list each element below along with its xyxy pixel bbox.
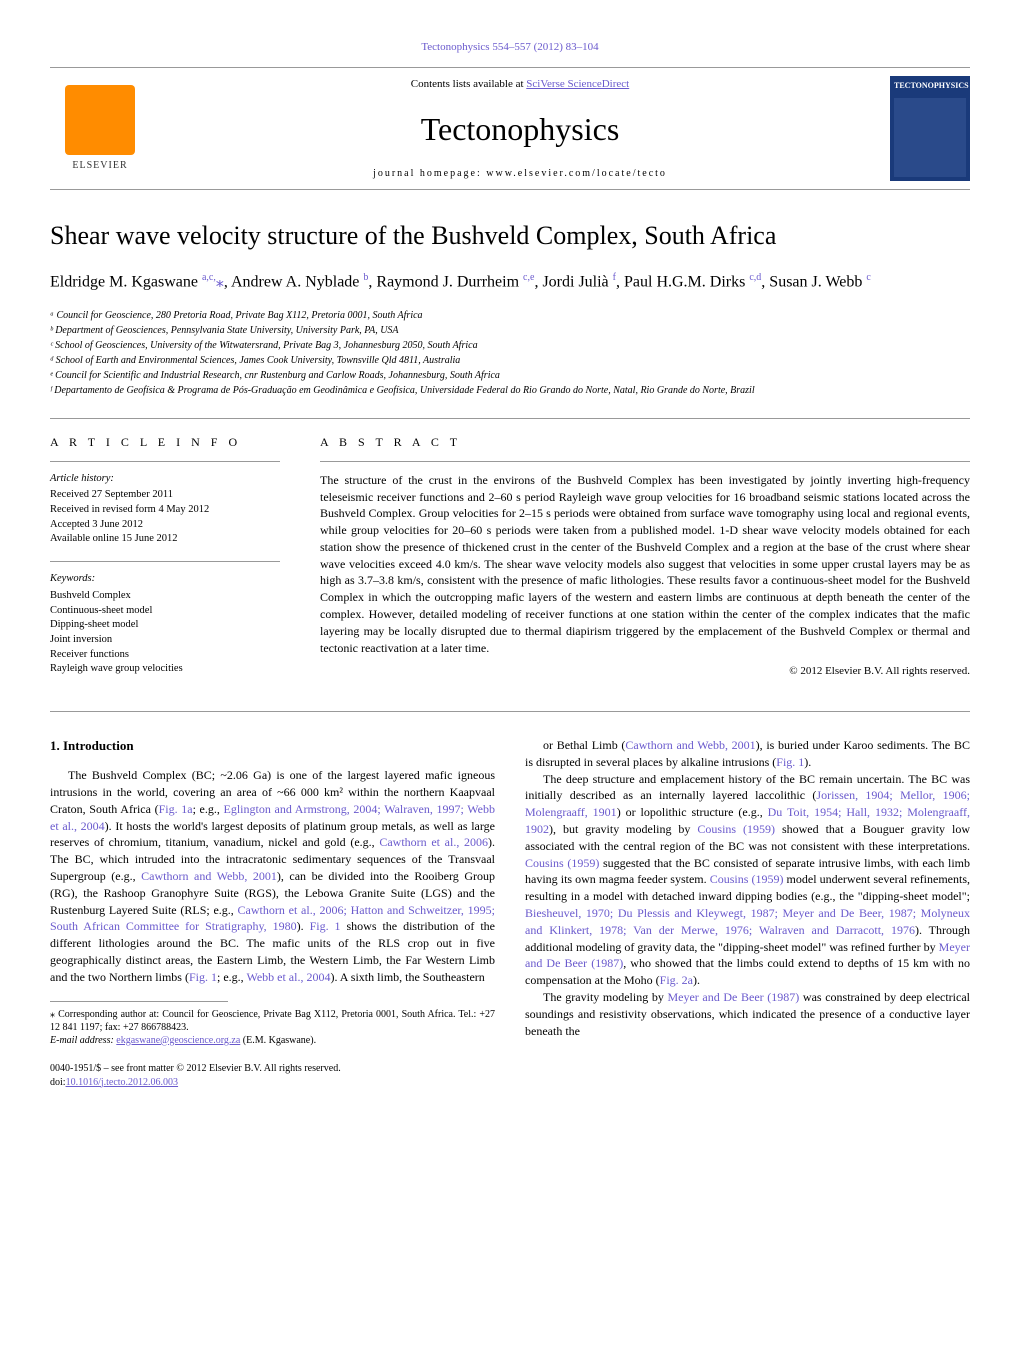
article-history-block: Article history: Received 27 September 2… [50, 472, 280, 547]
history-line: Accepted 3 June 2012 [50, 518, 280, 533]
affiliation-item: ᶠ Departamento de Geofísica & Programa d… [50, 383, 970, 398]
banner-center: Contents lists available at SciVerse Sci… [150, 77, 890, 181]
divider [320, 461, 970, 462]
divider [50, 711, 970, 712]
doi-link[interactable]: 10.1016/j.tecto.2012.06.003 [66, 1077, 179, 1088]
cover-thumb-image [894, 98, 966, 178]
email-suffix: (E.M. Kgaswane). [240, 1035, 316, 1046]
keyword-item: Continuous-sheet model [50, 604, 280, 619]
journal-name: Tectonophysics [150, 107, 890, 152]
divider [50, 561, 280, 562]
sciencedirect-link[interactable]: SciVerse ScienceDirect [526, 78, 629, 90]
affiliation-item: ᵇ Department of Geosciences, Pennsylvani… [50, 323, 970, 338]
affiliation-item: ᵃ Council for Geoscience, 280 Pretoria R… [50, 308, 970, 323]
body-column-right: or Bethal Limb (Cawthorn and Webb, 2001)… [525, 737, 970, 1090]
history-title: Article history: [50, 472, 280, 487]
email-label: E-mail address: [50, 1035, 116, 1046]
authors-list: Eldridge M. Kgaswane a,c,⁎, Andrew A. Ny… [50, 270, 970, 294]
keyword-item: Receiver functions [50, 648, 280, 663]
journal-banner: ELSEVIER Contents lists available at Sci… [50, 67, 970, 190]
journal-cover-thumbnail: TECTONOPHYSICS [890, 76, 970, 181]
contents-line: Contents lists available at SciVerse Sci… [150, 77, 890, 92]
affiliation-item: ᶜ School of Geosciences, University of t… [50, 338, 970, 353]
abstract-column: A B S T R A C T The structure of the cru… [320, 434, 970, 691]
doi-label: doi: [50, 1077, 66, 1088]
corresponding-author-note: ⁎ Corresponding author at: Council for G… [50, 1008, 495, 1034]
body-paragraph: The gravity modeling by Meyer and De Bee… [525, 989, 970, 1039]
issn-line: 0040-1951/$ – see front matter © 2012 El… [50, 1062, 495, 1076]
affiliation-item: ᵈ School of Earth and Environmental Scie… [50, 353, 970, 368]
history-line: Received 27 September 2011 [50, 488, 280, 503]
copyright-line: © 2012 Elsevier B.V. All rights reserved… [320, 664, 970, 679]
body-column-left: 1. Introduction The Bushveld Complex (BC… [50, 737, 495, 1090]
keyword-item: Bushveld Complex [50, 589, 280, 604]
section-heading-introduction: 1. Introduction [50, 737, 495, 755]
footnote-divider [50, 1001, 228, 1002]
email-link[interactable]: ekgaswane@geoscience.org.za [116, 1035, 240, 1046]
divider [50, 418, 970, 419]
article-title: Shear wave velocity structure of the Bus… [50, 220, 970, 251]
keyword-item: Joint inversion [50, 633, 280, 648]
keyword-item: Rayleigh wave group velocities [50, 662, 280, 677]
keywords-block: Keywords: Bushveld ComplexContinuous-she… [50, 572, 280, 677]
article-info-column: A R T I C L E I N F O Article history: R… [50, 434, 290, 691]
divider [50, 461, 280, 462]
body-paragraph: The deep structure and emplacement histo… [525, 771, 970, 989]
doi-line: doi:10.1016/j.tecto.2012.06.003 [50, 1076, 495, 1090]
journal-homepage: journal homepage: www.elsevier.com/locat… [150, 167, 890, 181]
keyword-item: Dipping-sheet model [50, 618, 280, 633]
citation-link[interactable]: Tectonophysics 554–557 (2012) 83–104 [50, 40, 970, 55]
elsevier-label: ELSEVIER [72, 159, 127, 173]
body-paragraph: or Bethal Limb (Cawthorn and Webb, 2001)… [525, 737, 970, 771]
history-line: Received in revised form 4 May 2012 [50, 503, 280, 518]
article-info-label: A R T I C L E I N F O [50, 434, 280, 451]
abstract-label: A B S T R A C T [320, 434, 970, 451]
contents-prefix: Contents lists available at [411, 78, 526, 90]
history-line: Available online 15 June 2012 [50, 532, 280, 547]
affiliation-item: ᵉ Council for Scientific and Industrial … [50, 368, 970, 383]
cover-thumb-title: TECTONOPHYSICS [894, 80, 966, 91]
footnotes: ⁎ Corresponding author at: Council for G… [50, 1008, 495, 1047]
email-line: E-mail address: ekgaswane@geoscience.org… [50, 1034, 495, 1047]
body-paragraph: The Bushveld Complex (BC; ~2.06 Ga) is o… [50, 767, 495, 985]
footer-info: 0040-1951/$ – see front matter © 2012 El… [50, 1062, 495, 1090]
keywords-title: Keywords: [50, 572, 280, 587]
body-columns: 1. Introduction The Bushveld Complex (BC… [50, 737, 970, 1090]
elsevier-tree-icon [65, 85, 135, 155]
affiliations-list: ᵃ Council for Geoscience, 280 Pretoria R… [50, 308, 970, 398]
abstract-text: The structure of the crust in the enviro… [320, 472, 970, 657]
elsevier-logo: ELSEVIER [50, 79, 150, 179]
